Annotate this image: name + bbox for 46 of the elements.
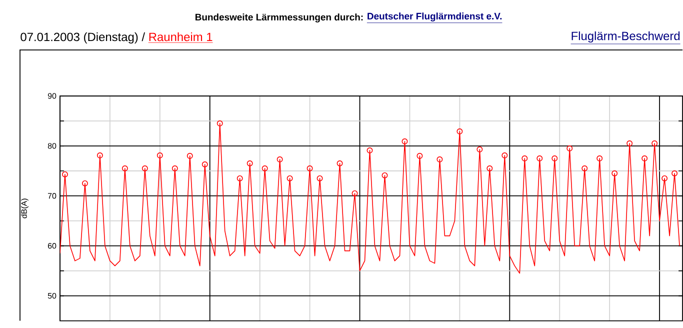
text: Raunheim 1: [149, 32, 212, 42]
line-series: [60, 123, 680, 274]
point: [626, 140, 633, 147]
point: [652, 140, 658, 147]
point: [522, 156, 528, 162]
text: 07.01.2003 (Dienstag) /: [20, 32, 146, 44]
point: [582, 166, 588, 172]
point: [262, 166, 268, 172]
point: [96, 152, 103, 159]
point: [306, 166, 313, 172]
point: [352, 190, 358, 197]
text: Fluglärm-Beschwerd: [572, 32, 680, 43]
point: [456, 128, 463, 135]
point: [642, 156, 648, 162]
point: [402, 138, 408, 145]
point: [502, 152, 508, 159]
point: [486, 166, 493, 172]
point: [62, 172, 68, 178]
point: [382, 172, 388, 179]
point: [316, 176, 323, 182]
point: [172, 166, 178, 172]
point: [416, 153, 423, 160]
point: [336, 160, 343, 167]
point: [246, 160, 253, 167]
text: Deutscher Fluglärmdienst e.V.: [368, 12, 502, 22]
point: [612, 170, 618, 177]
point: [202, 162, 208, 168]
point: [286, 176, 293, 182]
chart-title: Bundesweite Lärmmessungen durch:: [196, 14, 363, 23]
point: [596, 156, 603, 162]
point: [552, 156, 558, 162]
point: [82, 180, 88, 187]
point: [276, 156, 283, 163]
point: [672, 170, 678, 177]
point: [186, 153, 193, 160]
point: [122, 166, 128, 172]
point: [236, 176, 243, 182]
point: [566, 146, 573, 152]
point: [476, 146, 483, 153]
point: [436, 156, 443, 163]
point: [662, 176, 668, 182]
point: [142, 166, 148, 172]
point: [216, 120, 223, 127]
point: [366, 148, 373, 154]
point: [156, 152, 163, 159]
point: [536, 156, 543, 162]
